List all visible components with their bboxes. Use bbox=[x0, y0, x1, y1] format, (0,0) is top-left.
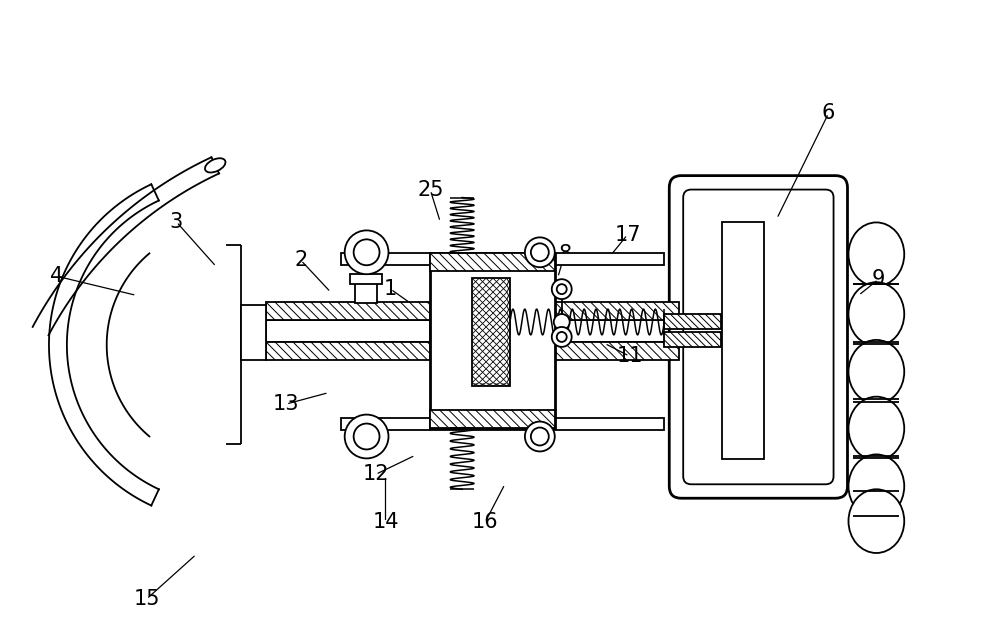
Ellipse shape bbox=[848, 397, 904, 460]
Bar bbox=[555, 320, 679, 342]
Text: 8: 8 bbox=[558, 244, 571, 264]
Text: 3: 3 bbox=[170, 212, 183, 232]
Text: 1: 1 bbox=[384, 279, 397, 299]
Circle shape bbox=[531, 243, 549, 261]
Text: 25: 25 bbox=[417, 180, 444, 200]
Bar bbox=[430, 410, 555, 428]
Text: 12: 12 bbox=[362, 464, 389, 485]
Ellipse shape bbox=[848, 455, 904, 518]
Bar bbox=[472, 278, 510, 386]
Bar bbox=[555, 342, 679, 360]
Bar bbox=[430, 254, 555, 428]
Ellipse shape bbox=[848, 282, 904, 346]
Circle shape bbox=[552, 327, 572, 347]
Bar bbox=[266, 302, 430, 320]
Text: 16: 16 bbox=[472, 512, 498, 532]
Bar bbox=[555, 302, 679, 320]
Text: 11: 11 bbox=[616, 346, 643, 366]
Bar bbox=[355, 276, 377, 303]
Text: 9: 9 bbox=[872, 270, 885, 290]
Text: 4: 4 bbox=[50, 266, 64, 286]
FancyBboxPatch shape bbox=[683, 189, 834, 484]
Text: 7: 7 bbox=[473, 270, 487, 290]
Bar bbox=[266, 320, 430, 342]
Ellipse shape bbox=[848, 489, 904, 553]
Ellipse shape bbox=[848, 340, 904, 404]
Bar bbox=[241, 305, 266, 360]
Bar bbox=[341, 417, 664, 429]
Circle shape bbox=[557, 284, 567, 294]
Circle shape bbox=[531, 428, 549, 446]
Circle shape bbox=[525, 238, 555, 267]
Circle shape bbox=[557, 332, 567, 342]
Bar bbox=[664, 332, 721, 347]
Circle shape bbox=[554, 314, 570, 330]
Text: 17: 17 bbox=[614, 225, 641, 245]
Circle shape bbox=[345, 415, 388, 458]
Ellipse shape bbox=[848, 222, 904, 286]
Bar bbox=[722, 222, 764, 460]
Text: 6: 6 bbox=[822, 103, 835, 123]
Bar bbox=[664, 314, 721, 329]
Bar bbox=[266, 342, 430, 360]
Text: 14: 14 bbox=[372, 512, 399, 532]
Circle shape bbox=[525, 422, 555, 451]
Circle shape bbox=[552, 279, 572, 299]
Circle shape bbox=[345, 230, 388, 274]
FancyBboxPatch shape bbox=[669, 176, 847, 498]
Bar bbox=[341, 254, 664, 265]
Circle shape bbox=[354, 239, 380, 265]
Bar bbox=[350, 274, 382, 284]
Ellipse shape bbox=[205, 158, 225, 173]
Circle shape bbox=[354, 424, 380, 449]
Text: 13: 13 bbox=[273, 394, 299, 414]
Text: 10: 10 bbox=[721, 241, 747, 261]
Bar bbox=[430, 254, 555, 271]
Text: 2: 2 bbox=[294, 250, 307, 270]
Text: 15: 15 bbox=[133, 589, 160, 609]
